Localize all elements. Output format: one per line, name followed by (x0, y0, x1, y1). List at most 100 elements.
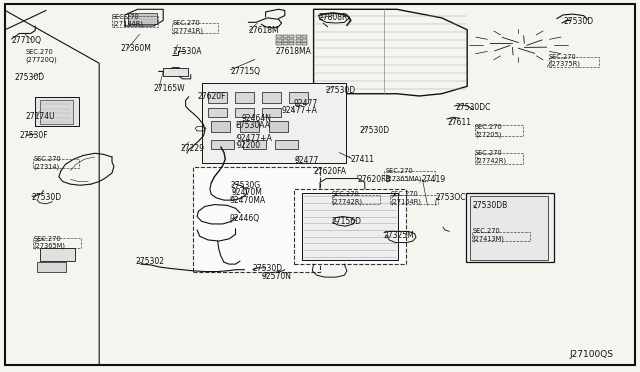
Text: 92470M: 92470M (232, 188, 262, 197)
Bar (269, 121, 288, 132)
Bar (208, 92, 227, 103)
Text: SEC.270
(27314): SEC.270 (27314) (33, 156, 61, 170)
Text: SEC.270
(27720Q): SEC.270 (27720Q) (26, 49, 58, 62)
Bar (475, 125, 523, 136)
Text: 92470MA: 92470MA (229, 196, 265, 205)
Bar (302, 42, 307, 45)
Text: 27530D: 27530D (252, 264, 282, 273)
Text: 27229: 27229 (180, 144, 205, 153)
Bar (283, 35, 288, 38)
Bar (112, 16, 158, 27)
Text: 27715Q: 27715Q (230, 67, 260, 76)
Circle shape (86, 182, 95, 187)
Circle shape (435, 218, 451, 227)
Bar (33, 238, 81, 248)
Bar (276, 35, 282, 38)
Text: 27419: 27419 (421, 175, 445, 184)
Bar (289, 42, 294, 45)
Bar (275, 140, 298, 149)
Bar (283, 39, 288, 42)
Bar (296, 35, 301, 38)
Text: SEC.270
(27741R): SEC.270 (27741R) (173, 20, 204, 33)
Text: 27530D: 27530D (563, 17, 593, 26)
Ellipse shape (338, 36, 373, 62)
Circle shape (136, 262, 145, 267)
Circle shape (483, 25, 554, 66)
Text: 27710Q: 27710Q (12, 36, 42, 45)
Bar (283, 42, 288, 45)
Bar (240, 121, 259, 132)
Text: 27620FA: 27620FA (314, 167, 347, 176)
Bar (211, 140, 234, 149)
Text: 92464N: 92464N (242, 114, 272, 123)
Circle shape (282, 105, 297, 114)
Bar (332, 195, 380, 204)
Text: 27325M: 27325M (384, 231, 415, 240)
Text: 27530D: 27530D (32, 193, 62, 202)
Bar (262, 108, 281, 117)
Circle shape (428, 202, 440, 209)
Bar (40, 248, 75, 261)
Text: SEC.270
(27184R): SEC.270 (27184R) (112, 14, 143, 27)
Bar (276, 39, 282, 42)
Circle shape (263, 269, 275, 276)
Circle shape (248, 113, 261, 121)
Text: 27611: 27611 (448, 118, 472, 126)
Text: SEC.270
(27205): SEC.270 (27205) (475, 124, 502, 138)
Text: 27165W: 27165W (154, 84, 185, 93)
Text: 27618M: 27618M (248, 26, 279, 35)
Circle shape (511, 41, 526, 50)
Text: 27620F: 27620F (197, 92, 226, 101)
Circle shape (294, 112, 310, 121)
Bar (262, 92, 281, 103)
Bar (235, 108, 254, 117)
Bar (193, 79, 352, 167)
Circle shape (288, 108, 316, 124)
Text: 27530D: 27530D (360, 126, 390, 135)
Text: 27530D: 27530D (14, 73, 44, 82)
Text: 27530DC: 27530DC (456, 103, 491, 112)
Bar (302, 39, 307, 42)
Bar (163, 68, 188, 76)
Text: 27530D: 27530D (325, 86, 355, 94)
Bar (294, 189, 406, 264)
Bar (172, 23, 218, 33)
Text: 92570N: 92570N (261, 272, 291, 280)
Text: SEC.270
(27413M): SEC.270 (27413M) (472, 228, 504, 242)
Text: 27411: 27411 (351, 155, 375, 164)
Text: 27618MA: 27618MA (275, 47, 311, 56)
Text: 27530A: 27530A (173, 47, 202, 56)
Circle shape (108, 154, 116, 160)
Bar (384, 171, 435, 180)
Circle shape (25, 131, 36, 137)
Text: 92446Q: 92446Q (229, 214, 259, 223)
Text: 275302: 275302 (136, 257, 164, 266)
Bar (33, 159, 79, 168)
Text: SEC.270
(27164R): SEC.270 (27164R) (390, 191, 421, 205)
Ellipse shape (330, 31, 381, 68)
Bar (35, 97, 79, 126)
Circle shape (240, 113, 253, 121)
Circle shape (498, 33, 539, 57)
Bar (296, 39, 301, 42)
Bar (243, 140, 266, 149)
Text: 27530G: 27530G (230, 181, 260, 190)
Text: SEC.270
(27742R): SEC.270 (27742R) (475, 150, 506, 164)
Bar (302, 193, 398, 260)
Circle shape (421, 198, 447, 213)
Text: 27620FB: 27620FB (357, 175, 391, 184)
Text: 92477: 92477 (293, 99, 317, 108)
Text: E7530AA: E7530AA (236, 121, 271, 130)
Circle shape (27, 194, 40, 202)
Bar (208, 108, 227, 117)
Text: 27808R: 27808R (319, 13, 348, 22)
Circle shape (240, 267, 249, 272)
Text: 92477+A: 92477+A (282, 106, 317, 115)
Text: J27100QS: J27100QS (570, 350, 614, 359)
Bar (289, 92, 308, 103)
Bar (289, 39, 294, 42)
Bar (128, 13, 157, 24)
Bar (211, 121, 230, 132)
Circle shape (56, 169, 65, 174)
Bar (470, 196, 548, 260)
